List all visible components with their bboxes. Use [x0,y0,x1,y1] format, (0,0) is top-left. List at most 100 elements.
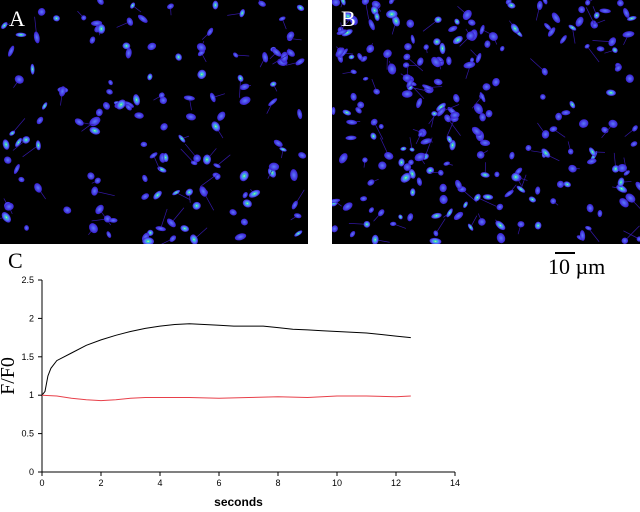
cell-blob [332,0,341,7]
cell-blob [268,162,280,171]
x-tick-label: 4 [157,478,162,488]
cell-blob [166,218,176,228]
cell-blob [579,230,586,241]
cell-blob [378,123,384,130]
cell-blob [612,47,618,53]
cell-blob [556,180,564,188]
cell-blob [466,31,475,41]
cell-tail [406,56,424,72]
panel-label-b: B [341,6,356,31]
cell-blob [298,152,307,159]
cell-tail [520,174,527,190]
scale-bar-label: 10 µm [548,254,606,279]
cell-blob [279,147,287,152]
cell-blob [608,119,618,128]
cell-blob [586,158,597,165]
cell-blob [342,202,353,211]
cell-blob [357,53,363,61]
cell-tail [272,52,292,65]
cell-blob [149,152,158,159]
cell-blob [237,74,244,82]
cell-blob [153,190,162,200]
cell-blob [229,209,237,216]
cell-blob [155,226,166,232]
cell-blob [586,203,594,213]
cell-blob [108,79,113,86]
cell-blob [336,29,348,36]
cell-blob [297,109,303,120]
cell-blob [383,49,392,58]
cell-tail [22,144,39,158]
cell-blob [439,194,448,205]
cell-blob [416,177,422,186]
cell-blob [510,23,520,34]
cell-blob [178,134,186,143]
cell-blob [606,89,616,96]
cell-blob [202,154,211,165]
cell-blob [623,7,630,18]
y-tick-label: 2 [29,313,34,323]
cell-blob [386,9,398,19]
cell-blob [239,96,251,105]
x-tick-label: 12 [391,478,401,488]
cell-blob [74,118,84,126]
cell-blob [431,111,438,117]
cell-blob [209,92,216,103]
cell-blob [36,116,44,125]
cell-blob [479,139,491,147]
cell-blob [270,81,277,87]
cell-blob [616,184,628,193]
cell-blob [373,88,380,95]
cell-tail [409,83,425,99]
panel-label-c: C [8,248,23,273]
y-ticks: 0 0.5 1 1.5 2 2.5 [21,275,42,477]
cell-blob [286,49,295,57]
cell-blob [433,230,439,237]
cell-blob [504,189,514,198]
cell-blob [398,214,403,220]
x-tick-label: 2 [98,478,103,488]
cell-tail [572,27,576,44]
cell-blob [7,45,15,57]
cell-blob [248,189,261,198]
cell-blob [94,177,101,184]
cell-blob [468,19,476,26]
cell-blob [357,101,365,109]
cell-blob [207,27,214,36]
cell-blob [291,200,298,210]
x-tick-label: 6 [216,478,221,488]
cell-blob [541,130,550,139]
cell-blob [433,38,441,46]
cell-blob [160,123,168,131]
cell-blob [550,198,557,205]
cell-blob [453,94,460,103]
cell-blob [362,157,368,163]
cell-blob [534,221,542,230]
micrograph-panel-b: B [332,0,640,244]
cell-blob [370,118,378,126]
cell-blob [450,111,460,119]
cell-blob [496,203,504,211]
cell-blob [389,0,394,5]
cell-blob [617,177,625,188]
cell-blob [585,225,592,231]
cell-blob [492,77,500,87]
cell-blob [212,0,219,10]
cell-blob [183,95,195,101]
cell-blob [525,144,532,151]
cell-tail [216,154,231,166]
series-line-red [41,394,411,402]
cell-blob [338,153,348,164]
cell-blob [162,152,169,163]
cell-tail [586,46,600,63]
cell-blob [332,106,336,116]
cell-blob [147,42,157,51]
cell-blob [361,0,370,5]
cell-blob [24,225,29,231]
cell-blob [1,212,12,223]
cell-blob [402,74,412,82]
cell-blob [106,89,113,95]
cell-blob [214,173,221,180]
cell-tail [175,192,191,200]
x-ticks: 0 2 4 6 8 10 12 14 [39,472,460,488]
